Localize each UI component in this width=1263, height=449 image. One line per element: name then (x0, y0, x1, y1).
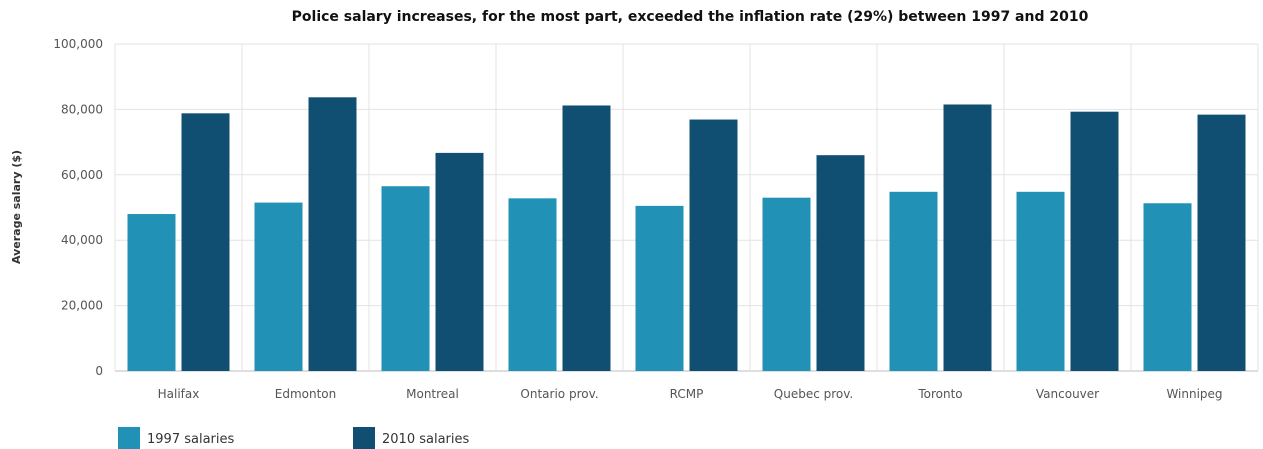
y-tick-label: 0 (95, 364, 103, 378)
y-tick-label: 20,000 (61, 299, 103, 313)
bar-2010 (1197, 114, 1246, 371)
bar-1997 (1143, 203, 1192, 371)
y-tick-label: 40,000 (61, 233, 103, 247)
bar-1997 (254, 202, 303, 371)
x-tick-label: Edmonton (275, 387, 337, 401)
bar-2010 (943, 104, 992, 372)
x-tick-label: Vancouver (1036, 387, 1099, 401)
bar-2010 (181, 113, 230, 371)
bar-1997 (508, 198, 557, 371)
x-tick-label: Ontario prov. (520, 387, 598, 401)
x-tick-label: Quebec prov. (774, 387, 853, 401)
bar-1997 (381, 186, 430, 371)
legend-label-2010: 2010 salaries (382, 432, 469, 447)
y-axis-label: Average salary ($) (10, 150, 23, 264)
bars (127, 97, 1246, 372)
x-tick-labels: Halifax Edmonton Montreal Ontario prov. RCMP… (158, 387, 1223, 401)
y-tick-labels: 0 20,000 40,000 60,000 80,000 100,000 (53, 37, 103, 378)
bar-2010 (689, 119, 738, 371)
x-tick-label: Halifax (158, 387, 200, 401)
legend: 1997 salaries 2010 salaries (118, 427, 469, 449)
grid (114, 43, 1259, 372)
legend-swatch-1997 (118, 427, 140, 449)
chart-title: Police salary increases, for the most pa… (292, 9, 1089, 25)
bar-1997 (127, 214, 176, 371)
bar-1997 (635, 205, 684, 371)
x-tick-label: RCMP (670, 387, 704, 401)
bar-1997 (889, 191, 938, 371)
y-tick-label: 100,000 (53, 37, 103, 51)
x-tick-label: Winnipeg (1166, 387, 1222, 401)
bar-2010 (435, 152, 484, 371)
legend-swatch-2010 (353, 427, 375, 449)
y-tick-label: 80,000 (61, 102, 103, 116)
x-tick-label: Toronto (917, 387, 962, 401)
legend-label-1997: 1997 salaries (147, 432, 234, 447)
bar-2010 (308, 97, 357, 372)
x-tick-label: Montreal (406, 387, 459, 401)
y-tick-label: 60,000 (61, 168, 103, 182)
bar-1997 (1016, 191, 1065, 371)
bar-2010 (562, 105, 611, 371)
bar-2010 (1070, 111, 1119, 372)
bar-2010 (816, 155, 865, 371)
bar-1997 (762, 197, 811, 371)
